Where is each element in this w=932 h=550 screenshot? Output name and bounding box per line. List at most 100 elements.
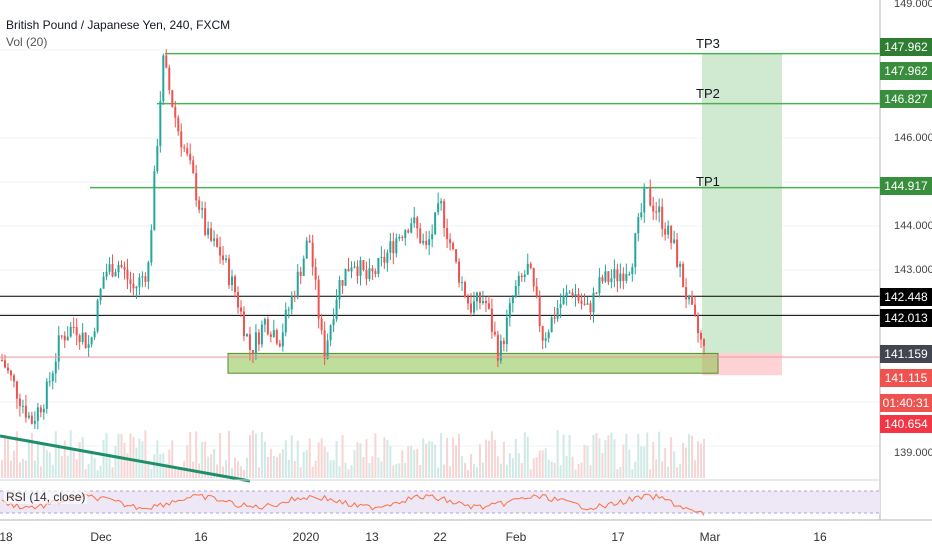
candle-body — [700, 332, 703, 340]
candle-body — [574, 294, 577, 296]
candle-body — [278, 343, 281, 347]
candle-body — [455, 249, 458, 262]
volume-bar — [33, 460, 36, 478]
candle-body — [293, 296, 296, 298]
volume-bar — [380, 461, 383, 478]
volume-bar — [475, 467, 478, 478]
candle-body — [213, 238, 216, 241]
volume-bar — [628, 449, 631, 478]
volume-bar — [469, 453, 472, 478]
volume-bar — [688, 434, 691, 478]
volume-bar — [135, 447, 138, 478]
candle-body — [577, 294, 580, 301]
candle-body — [81, 332, 84, 343]
volume-bar — [461, 455, 464, 478]
volume-bar — [72, 451, 75, 478]
candle-body — [39, 407, 42, 413]
symbol-legend[interactable]: British Pound / Japanese Yen, 240, FXCM — [6, 18, 231, 32]
volume-bar — [60, 455, 63, 478]
candle-body — [99, 288, 102, 301]
volume-bar — [45, 450, 48, 478]
candle-body — [338, 280, 341, 300]
volume-bars — [1, 430, 705, 478]
stop-loss-zone[interactable] — [702, 353, 782, 376]
candle-body — [257, 332, 260, 345]
candle-body — [138, 277, 141, 287]
candle-body — [165, 55, 168, 68]
volume-bar — [691, 435, 694, 478]
candle-body — [222, 255, 225, 261]
volume-bar — [338, 466, 341, 478]
candle-body — [688, 295, 691, 300]
volume-bar — [168, 449, 171, 478]
candle-body — [275, 330, 278, 344]
volume-bar — [449, 466, 452, 478]
volume-bar — [499, 463, 502, 478]
volume-bar — [437, 467, 440, 478]
candle-body — [308, 240, 311, 243]
candle-body — [234, 276, 237, 293]
candle-body — [619, 273, 622, 282]
volume-bar — [640, 446, 643, 478]
descending-trendline[interactable] — [0, 434, 251, 483]
volume-bar — [299, 467, 302, 478]
candle-body — [431, 234, 434, 240]
volume-bar — [132, 436, 135, 478]
candle-body — [667, 225, 670, 235]
candle-body — [317, 279, 320, 319]
candle-body — [697, 315, 700, 333]
volume-bar — [350, 465, 353, 478]
volume-bar — [78, 442, 81, 478]
volume-bar — [703, 438, 705, 478]
support-zone[interactable] — [227, 352, 719, 374]
candle-body — [299, 271, 302, 276]
volume-bar — [616, 469, 619, 478]
rsi-legend[interactable]: RSI (14, close) — [4, 490, 88, 504]
volume-bar — [670, 437, 673, 478]
candle-body — [290, 296, 293, 310]
candle-body — [661, 206, 664, 229]
candle-body — [183, 147, 186, 149]
volume-bar — [553, 462, 556, 478]
volume-bar — [395, 464, 398, 478]
volume-bar — [607, 435, 610, 478]
volume-bar — [341, 435, 344, 478]
candle-body — [263, 319, 266, 325]
volume-bar — [496, 456, 499, 478]
candle-body — [443, 201, 446, 229]
volume-bar — [559, 465, 562, 478]
candle-body — [547, 332, 550, 339]
volume-bar — [225, 460, 228, 478]
candle-body — [359, 260, 362, 276]
level-2-price-badge: 142.013 — [880, 309, 932, 327]
candle-body — [592, 292, 595, 313]
candle-body — [646, 187, 649, 189]
volume-bar — [302, 451, 305, 478]
candle-body — [395, 238, 398, 254]
volume-bar — [317, 442, 320, 478]
volume-bar — [75, 459, 78, 478]
candle-body — [526, 263, 529, 275]
volume-bar — [673, 451, 676, 478]
candle-body — [311, 242, 314, 268]
target-lines[interactable] — [90, 52, 880, 189]
candle-body — [102, 276, 105, 289]
volume-bar — [458, 433, 461, 478]
candle-body — [296, 271, 299, 298]
volume-bar — [356, 442, 359, 478]
volume-bar — [290, 435, 293, 478]
volume-bar — [517, 453, 520, 478]
candle-body — [601, 277, 604, 282]
volume-bar — [416, 448, 419, 478]
volume-bar — [278, 453, 281, 478]
volume-bar — [251, 430, 254, 478]
volume-bar — [443, 464, 446, 478]
candle-body — [404, 230, 407, 239]
candle-body — [120, 264, 123, 268]
candle-body — [24, 405, 27, 418]
volume-bar — [335, 441, 338, 478]
horizontal-levels[interactable] — [0, 295, 880, 316]
volume-bar — [511, 458, 514, 478]
volume-legend[interactable]: Vol (20) — [6, 35, 48, 49]
